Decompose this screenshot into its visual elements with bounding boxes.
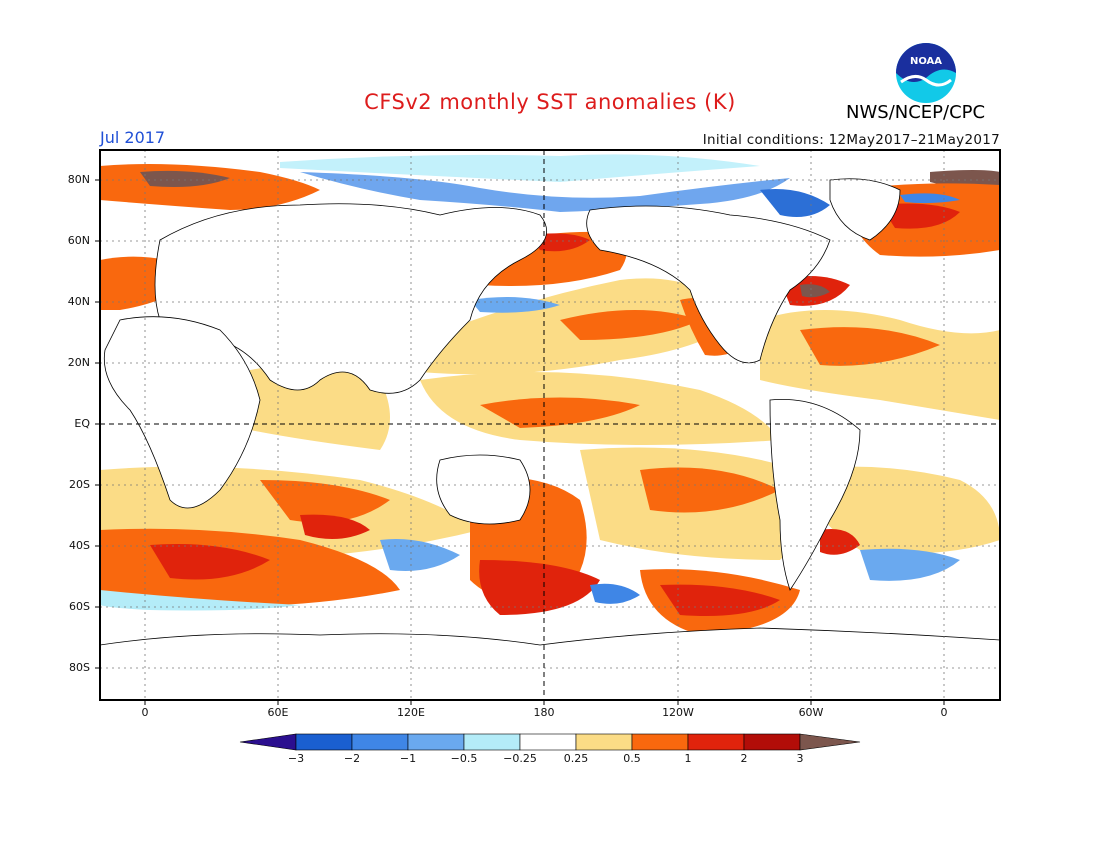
lon-label-120e: 120E — [397, 706, 425, 719]
lat-label-40n: 40N — [67, 295, 90, 308]
svg-text:NOAA: NOAA — [910, 56, 942, 67]
lat-label-eq: EQ — [74, 417, 90, 430]
organization-label: NWS/NCEP/CPC — [846, 102, 986, 123]
chart-title: CFSv2 monthly SST anomalies (K) — [364, 90, 736, 114]
antarctic-cool-strip — [100, 590, 300, 611]
landmass-australia — [436, 454, 531, 525]
lat-label-60s: 60S — [69, 600, 90, 613]
s-pacific-cool — [590, 583, 640, 604]
arctic-blue-patch — [760, 189, 830, 218]
kuroshio-cool — [470, 296, 560, 313]
colorbar-label-neg1: −1 — [399, 752, 417, 765]
map-border — [99, 149, 1001, 701]
forecast-month: Jul 2017 — [100, 128, 166, 147]
s-pacific-orange — [640, 467, 780, 513]
s-atlantic-red — [820, 529, 860, 555]
map-frame — [100, 150, 1000, 700]
colorbar-bin-6 — [575, 733, 633, 751]
nordic-cold — [900, 193, 960, 204]
noaa-logo-icon: NOAA — [896, 43, 956, 103]
barents-hot — [140, 170, 230, 187]
lon-grid — [144, 150, 945, 700]
landmass-south-america — [769, 399, 861, 591]
arctic-cold-region — [300, 172, 790, 212]
colorbar-bin-4 — [463, 733, 521, 751]
lon-label-120w: 120W — [662, 706, 694, 719]
landmass-antarctica — [100, 627, 1000, 700]
colorbar-label-025: 0.25 — [563, 752, 589, 765]
landmass-africa — [103, 316, 261, 509]
lat-label-80s: 80S — [69, 661, 90, 674]
colorbar-label-neg025: −0.25 — [503, 752, 537, 765]
initial-conditions: Initial conditions: 12May2017–21May2017 — [702, 132, 1000, 148]
colorbar-bin-9 — [743, 733, 801, 751]
gulf-stream-brown — [800, 284, 830, 298]
arctic-light-band — [280, 154, 760, 182]
continents — [100, 178, 1000, 700]
colorbar-bin-1 — [295, 733, 353, 751]
lat-label-20s: 20S — [69, 478, 90, 491]
colorbar-label-05: 0.5 — [623, 752, 641, 765]
s-atlantic-warm — [800, 466, 1000, 554]
lat-label-20n: 20N — [67, 356, 90, 369]
lat-grid — [100, 179, 1000, 669]
colorbar-label-3: 3 — [796, 752, 804, 765]
lon-label-60e: 60E — [267, 706, 289, 719]
colorbar — [239, 733, 861, 751]
s-indian-orange — [260, 480, 390, 523]
s-indian-red — [300, 514, 370, 539]
lon-label-0: 0 — [141, 706, 149, 719]
lon-label-0-right: 0 — [940, 706, 948, 719]
colorbar-bin-5 — [519, 733, 577, 751]
southern-cool-patch — [380, 539, 460, 571]
southern-band-red — [150, 544, 270, 580]
colorbar-label-neg05: −0.5 — [450, 752, 478, 765]
n-pacific-red-streak — [560, 310, 700, 340]
eq-pacific-orange — [480, 397, 640, 428]
lon-label-180: 180 — [533, 706, 555, 719]
lat-label-80n: 80N — [67, 173, 90, 186]
nordic-red — [880, 203, 960, 229]
tick-marks — [95, 179, 945, 705]
landmass-north-america — [586, 205, 831, 364]
lat-label-40s: 40S — [69, 539, 90, 552]
sw-pacific-red — [479, 560, 600, 615]
colorbar-arrow-high — [799, 733, 861, 751]
lat-label-60n: 60N — [67, 234, 90, 247]
colorbar-bin-7 — [631, 733, 689, 751]
colorbar-arrow-low — [239, 733, 297, 751]
atlantic-orange — [800, 327, 940, 366]
s-atlantic-cool — [860, 548, 960, 581]
colorbar-bin-8 — [687, 733, 745, 751]
colorbar-bin-3 — [407, 733, 465, 751]
lon-label-60w: 60W — [798, 706, 824, 719]
colorbar-label-neg3: −3 — [287, 752, 305, 765]
landmass-greenland — [829, 178, 901, 241]
colorbar-label-1: 1 — [684, 752, 692, 765]
colorbar-bin-2 — [351, 733, 409, 751]
colorbar-label-2: 2 — [740, 752, 748, 765]
colorbar-label-neg2: −2 — [343, 752, 361, 765]
se-pacific-red — [660, 584, 780, 616]
